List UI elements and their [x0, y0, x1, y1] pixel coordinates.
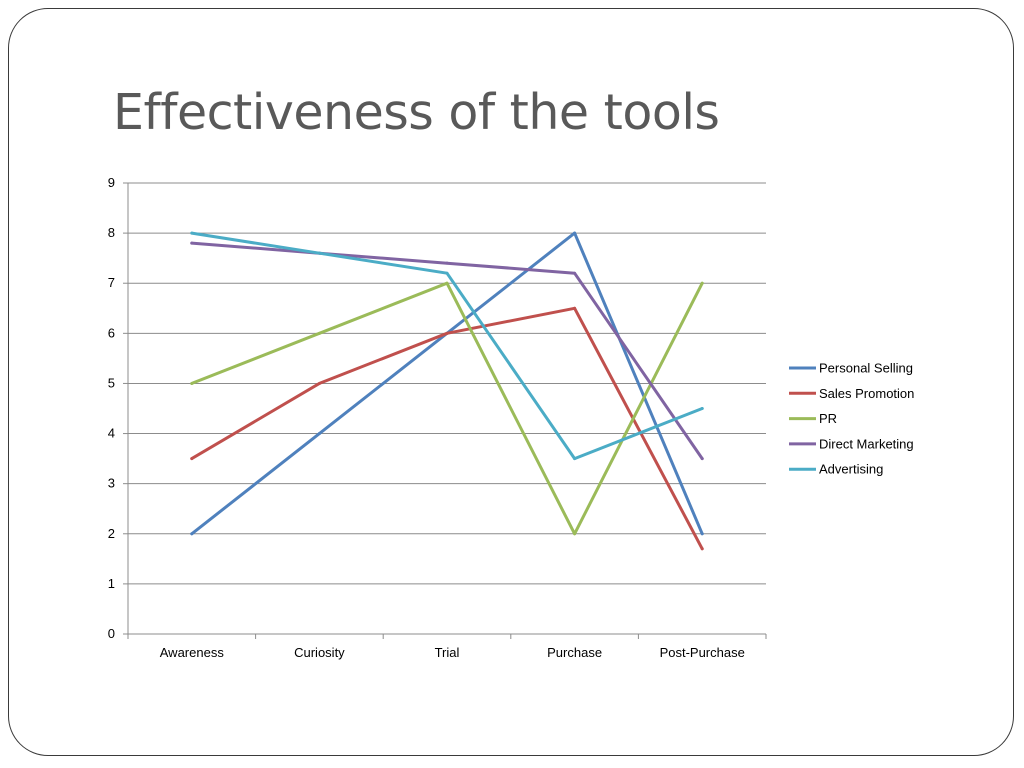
data-point-direct-marketing — [190, 241, 194, 245]
data-point-advertising — [445, 271, 449, 275]
y-tick-label: 3 — [108, 476, 115, 491]
data-point-pr — [190, 381, 194, 385]
data-point-sales-promotion — [317, 381, 321, 385]
slide-frame — [8, 8, 1014, 756]
y-tick-label: 5 — [108, 375, 115, 390]
y-tick-label: 1 — [108, 576, 115, 591]
y-tick-label: 6 — [108, 325, 115, 340]
legend-label-sales-promotion: Sales Promotion — [819, 386, 914, 401]
y-tick-label: 7 — [108, 275, 115, 290]
y-tick-label: 4 — [108, 426, 115, 441]
data-point-pr — [700, 281, 704, 285]
data-point-direct-marketing — [700, 457, 704, 461]
data-point-sales-promotion — [573, 306, 577, 310]
data-point-personal-selling — [573, 231, 577, 235]
legend-label-direct-marketing: Direct Marketing — [819, 436, 914, 451]
data-point-personal-selling — [317, 432, 321, 436]
series-line-pr — [190, 281, 704, 536]
x-tick-label: Trial — [435, 645, 460, 660]
data-point-pr — [317, 331, 321, 335]
data-point-sales-promotion — [700, 547, 704, 551]
data-point-pr — [445, 281, 449, 285]
data-point-advertising — [573, 457, 577, 461]
x-tick-label: Purchase — [547, 645, 602, 660]
slide-title: Effectiveness of the tools — [113, 84, 720, 141]
y-tick-label: 2 — [108, 526, 115, 541]
y-tick-label: 8 — [108, 225, 115, 240]
data-point-pr — [573, 532, 577, 536]
data-point-sales-promotion — [190, 457, 194, 461]
x-tick-label: Awareness — [160, 645, 225, 660]
x-tick-label: Curiosity — [294, 645, 345, 660]
data-point-direct-marketing — [445, 261, 449, 265]
legend-label-personal-selling: Personal Selling — [819, 361, 913, 376]
y-tick-label: 0 — [108, 626, 115, 641]
y-tick-label: 9 — [108, 175, 115, 190]
data-point-advertising — [317, 251, 321, 255]
x-tick-label: Post-Purchase — [660, 645, 745, 660]
data-point-personal-selling — [700, 532, 704, 536]
data-point-advertising — [700, 407, 704, 410]
series-line-sales-promotion — [190, 306, 704, 551]
data-point-direct-marketing — [573, 271, 577, 275]
legend-label-pr: PR — [819, 411, 837, 426]
data-point-sales-promotion — [445, 331, 449, 335]
legend-label-advertising: Advertising — [819, 462, 883, 477]
data-point-personal-selling — [190, 532, 194, 536]
data-point-advertising — [190, 231, 194, 235]
